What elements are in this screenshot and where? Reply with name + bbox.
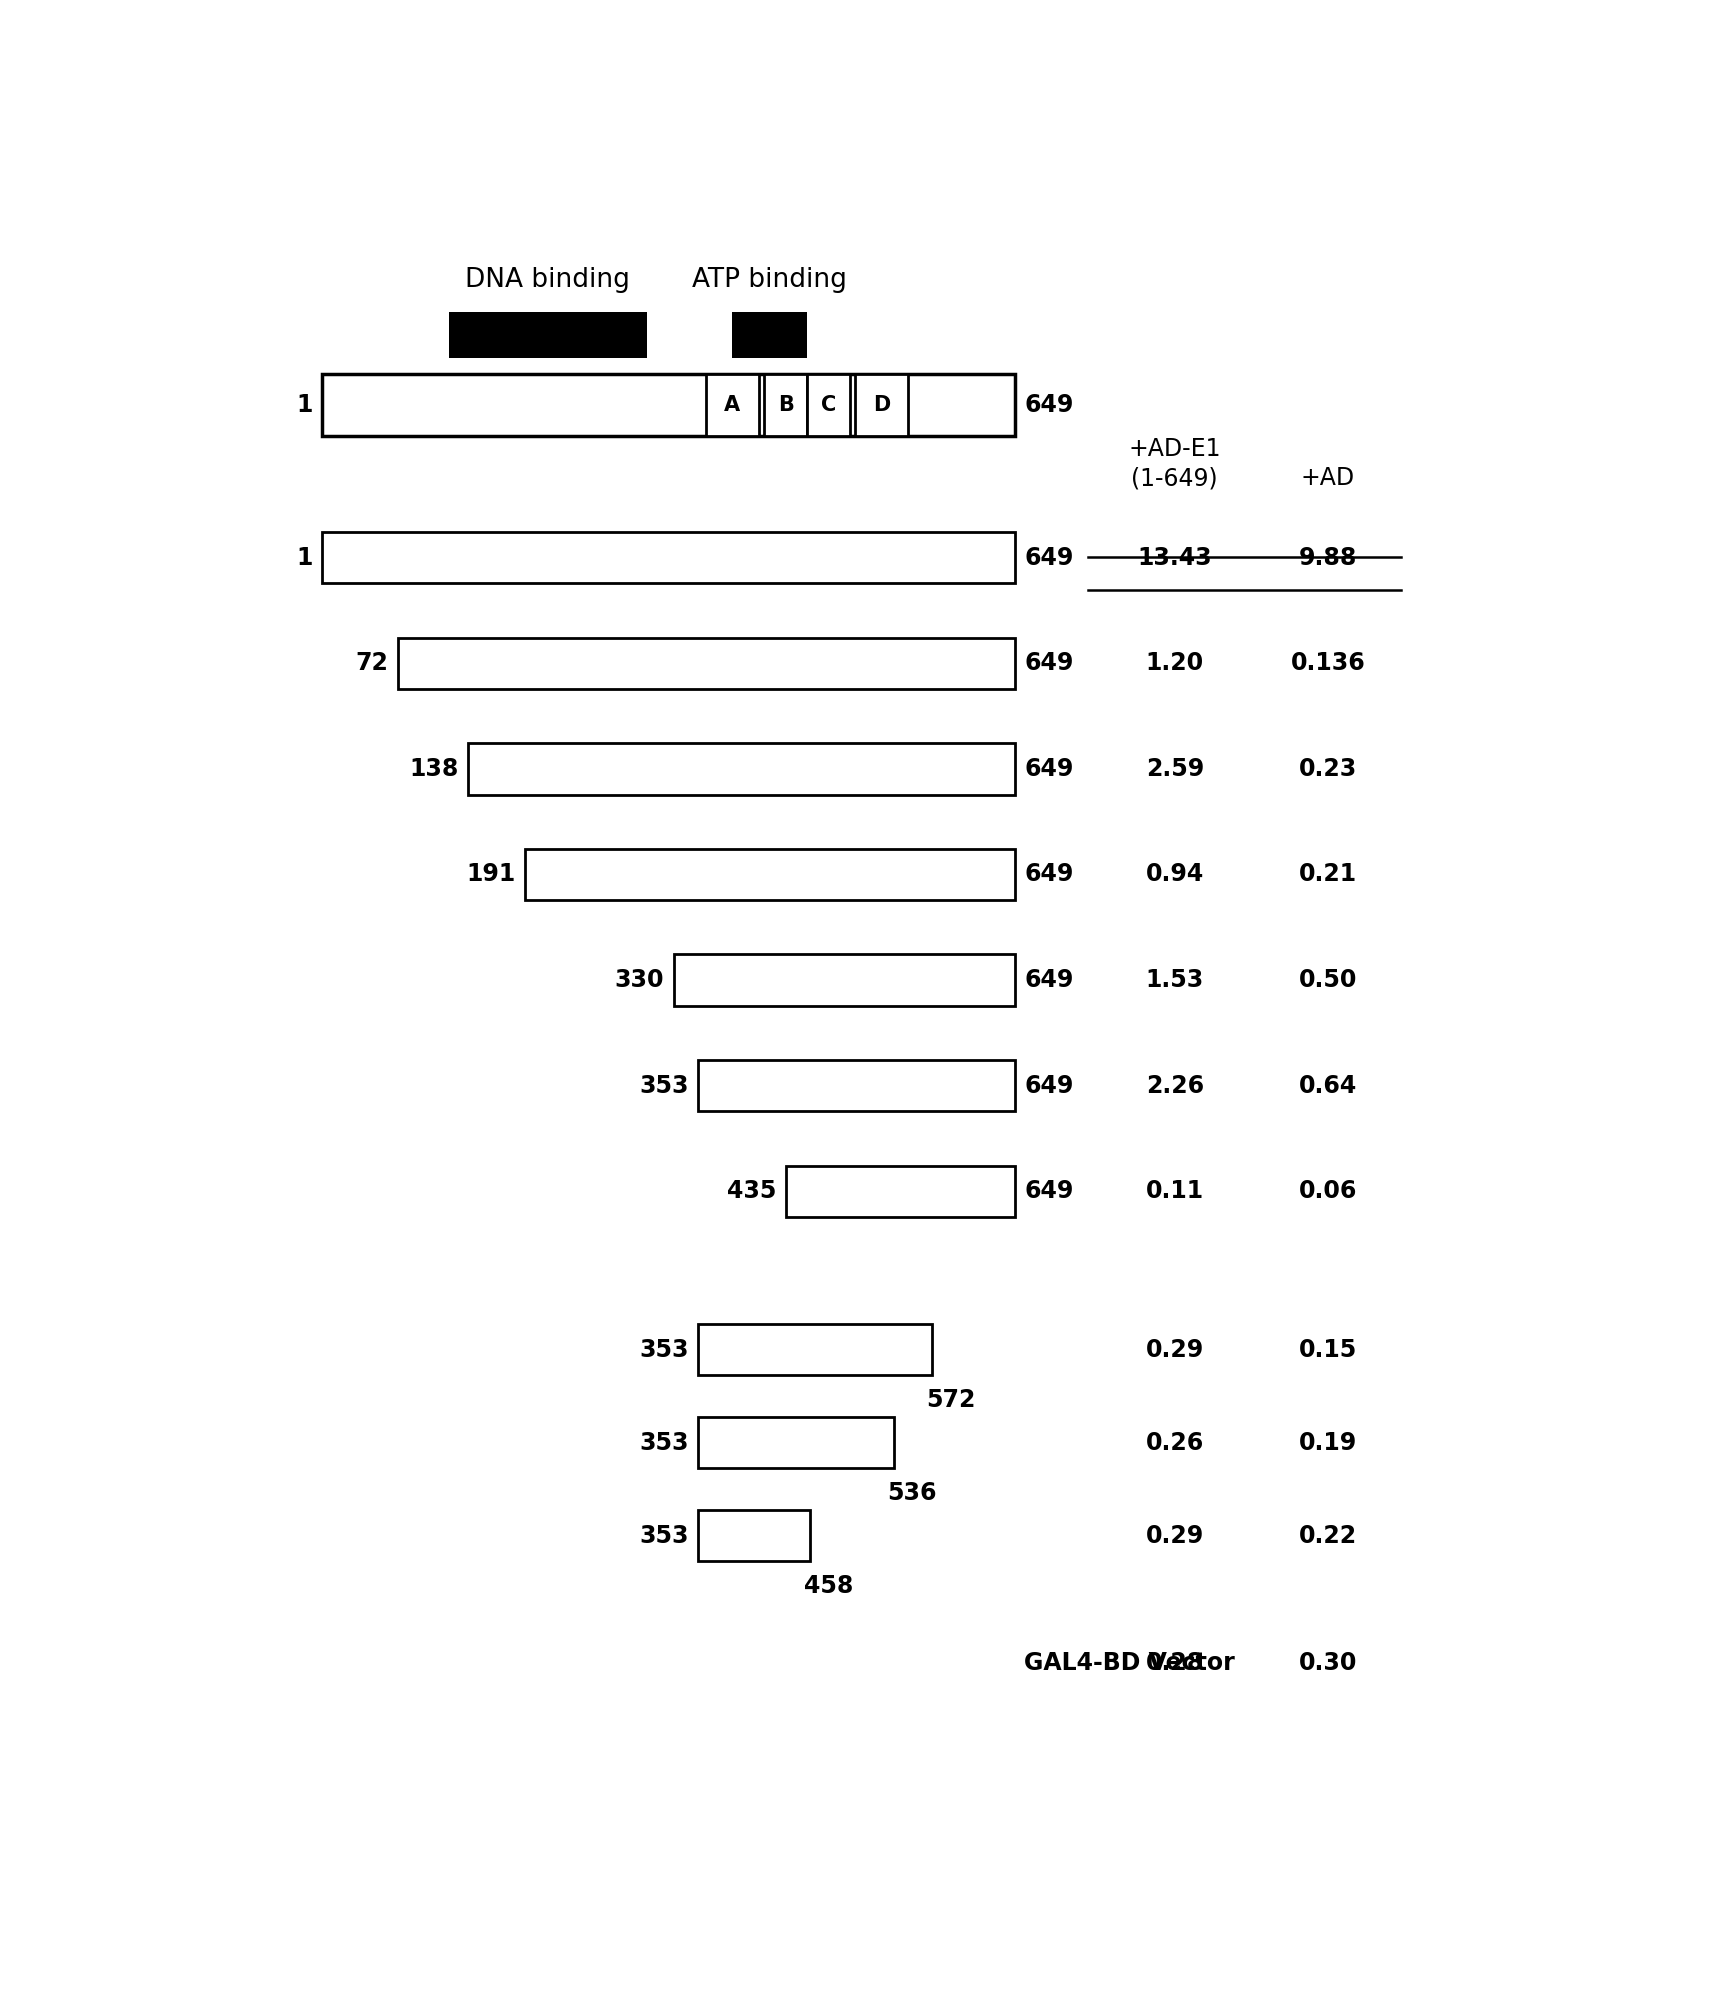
Text: 9.88: 9.88 (1299, 546, 1357, 571)
Text: 649: 649 (1023, 651, 1073, 675)
Text: 191: 191 (466, 863, 516, 887)
Text: 353: 353 (640, 1337, 688, 1361)
Text: DNA binding: DNA binding (466, 268, 630, 292)
Text: B: B (777, 395, 795, 415)
Text: 458: 458 (803, 1574, 853, 1599)
Text: 649: 649 (1023, 756, 1073, 780)
Text: 649: 649 (1023, 1179, 1073, 1204)
Text: ATP binding: ATP binding (693, 268, 848, 292)
Text: C: C (820, 395, 836, 415)
Text: 0.136: 0.136 (1290, 651, 1366, 675)
Text: 353: 353 (640, 1524, 688, 1548)
Text: 1.53: 1.53 (1146, 968, 1204, 992)
Bar (698, 1325, 932, 1375)
Text: 435: 435 (728, 1179, 776, 1204)
Bar (468, 744, 1015, 794)
Text: 0.15: 0.15 (1299, 1337, 1357, 1361)
Text: 72: 72 (356, 651, 389, 675)
Text: 0.21: 0.21 (1299, 863, 1357, 887)
Text: 2.59: 2.59 (1146, 756, 1204, 780)
Text: +AD-E1
(1-649): +AD-E1 (1-649) (1128, 437, 1221, 490)
Bar (855, 373, 908, 435)
Text: 0.19: 0.19 (1299, 1431, 1357, 1456)
Text: 138: 138 (409, 756, 459, 780)
Text: 0.29: 0.29 (1146, 1524, 1204, 1548)
Text: 0.11: 0.11 (1146, 1179, 1204, 1204)
Text: 649: 649 (1023, 393, 1073, 417)
Text: 0.64: 0.64 (1299, 1075, 1357, 1097)
Text: 649: 649 (1023, 546, 1073, 571)
Text: 353: 353 (640, 1075, 688, 1097)
Text: 0.30: 0.30 (1299, 1651, 1357, 1675)
Bar (705, 373, 759, 435)
Bar (764, 373, 807, 435)
Text: GAL4-BD Vector: GAL4-BD Vector (1023, 1651, 1235, 1675)
Bar (698, 1060, 1015, 1111)
Text: 353: 353 (640, 1431, 688, 1456)
Text: 649: 649 (1023, 863, 1073, 887)
Bar (807, 373, 850, 435)
Text: A: A (724, 395, 741, 415)
Text: 2.26: 2.26 (1146, 1075, 1204, 1097)
Text: 0.26: 0.26 (1146, 1431, 1204, 1456)
Bar (674, 954, 1015, 1006)
Text: 649: 649 (1023, 1075, 1073, 1097)
Bar (322, 373, 1015, 435)
Text: 1: 1 (296, 546, 313, 571)
Text: +AD: +AD (1300, 466, 1355, 490)
Text: 1.20: 1.20 (1146, 651, 1204, 675)
Bar (786, 1165, 1015, 1218)
Text: 0.29: 0.29 (1146, 1337, 1204, 1361)
Text: 0.50: 0.50 (1299, 968, 1357, 992)
Text: 1: 1 (296, 393, 313, 417)
Text: 572: 572 (925, 1387, 975, 1411)
Bar (698, 1417, 894, 1468)
Bar (525, 849, 1015, 899)
Bar (698, 1510, 810, 1562)
Bar (449, 312, 647, 359)
Bar (322, 532, 1015, 583)
Text: 0.28: 0.28 (1146, 1651, 1204, 1675)
Text: D: D (874, 395, 891, 415)
Text: 649: 649 (1023, 968, 1073, 992)
Bar (733, 312, 807, 359)
Text: 536: 536 (888, 1480, 937, 1504)
Text: 13.43: 13.43 (1137, 546, 1213, 571)
Bar (397, 637, 1015, 689)
Text: 330: 330 (614, 968, 664, 992)
Text: 0.94: 0.94 (1146, 863, 1204, 887)
Text: 0.23: 0.23 (1299, 756, 1357, 780)
Text: 0.06: 0.06 (1299, 1179, 1357, 1204)
Text: 0.22: 0.22 (1299, 1524, 1357, 1548)
